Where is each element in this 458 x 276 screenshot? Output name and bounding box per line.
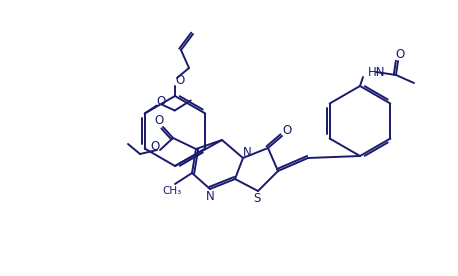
Text: N: N <box>243 147 251 160</box>
Text: O: O <box>283 124 292 137</box>
Text: HN: HN <box>368 65 386 78</box>
Text: O: O <box>150 139 160 153</box>
Text: N: N <box>206 190 214 203</box>
Text: O: O <box>156 95 165 108</box>
Text: O: O <box>154 115 164 128</box>
Text: O: O <box>175 75 185 87</box>
Text: O: O <box>395 49 404 62</box>
Text: CH₃: CH₃ <box>163 186 182 196</box>
Text: S: S <box>253 192 261 205</box>
